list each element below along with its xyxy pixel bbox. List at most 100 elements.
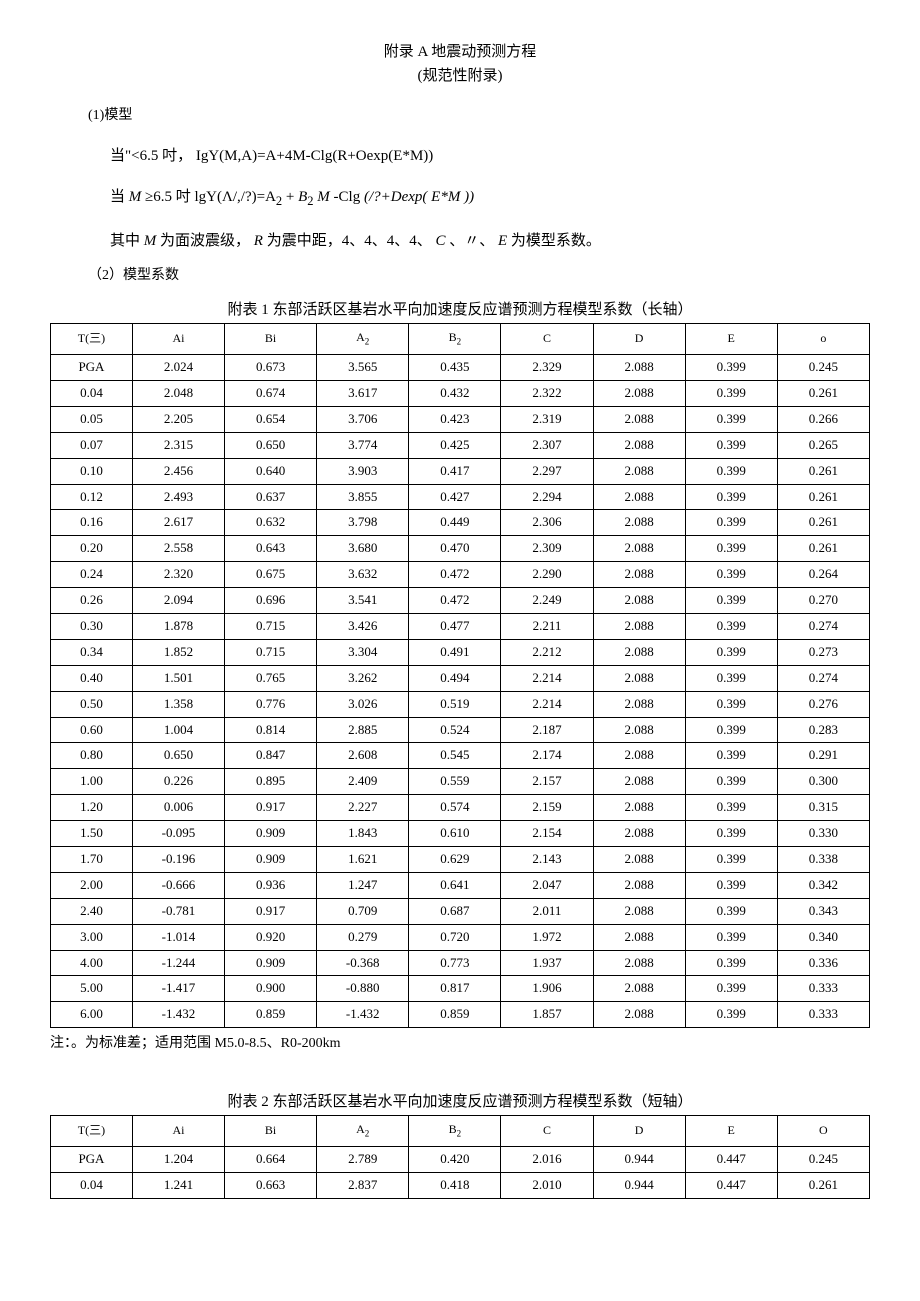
table-cell: 0.261 bbox=[777, 1173, 869, 1199]
table-cell: 2.088 bbox=[593, 536, 685, 562]
table-cell: 3.541 bbox=[317, 588, 409, 614]
table-cell: 3.903 bbox=[317, 458, 409, 484]
table-cell: 0.399 bbox=[685, 717, 777, 743]
desc-b: 为面波震级， bbox=[160, 233, 250, 249]
table-cell: 2.297 bbox=[501, 458, 593, 484]
table-cell: 2.212 bbox=[501, 639, 593, 665]
table-cell: 0.632 bbox=[225, 510, 317, 536]
table-cell: 0.338 bbox=[777, 847, 869, 873]
table-cell: 0.340 bbox=[777, 924, 869, 950]
desc-e: E bbox=[498, 233, 507, 249]
table-row: 0.242.3200.6753.6320.4722.2902.0880.3990… bbox=[51, 562, 870, 588]
desc-m: M bbox=[144, 233, 157, 249]
table-cell: 2.088 bbox=[593, 976, 685, 1002]
column-header: A2 bbox=[317, 324, 409, 355]
table-cell: 0.399 bbox=[685, 639, 777, 665]
table-cell: 0.640 bbox=[225, 458, 317, 484]
table-row: 0.202.5580.6433.6800.4702.3092.0880.3990… bbox=[51, 536, 870, 562]
table-row: 0.052.2050.6543.7060.4232.3192.0880.3990… bbox=[51, 406, 870, 432]
formula-2: 当 M ≥6.5 吋 lgY(Λ/,/?)=A2 + B2 M -Clg (/?… bbox=[110, 185, 870, 209]
table-cell: 0.283 bbox=[777, 717, 869, 743]
table-cell: 0.765 bbox=[225, 665, 317, 691]
column-header: B2 bbox=[409, 324, 501, 355]
table-cell: 0.399 bbox=[685, 665, 777, 691]
section-2-label: （2）模型系数 bbox=[88, 264, 870, 284]
table-cell: 0.300 bbox=[777, 769, 869, 795]
table-cell: 0.637 bbox=[225, 484, 317, 510]
formula-2-a: lgY(Λ/,/?)=A bbox=[195, 189, 276, 205]
table-cell: 0.336 bbox=[777, 950, 869, 976]
column-header: T(三) bbox=[51, 324, 133, 355]
table-row: 4.00-1.2440.909-0.3680.7731.9372.0880.39… bbox=[51, 950, 870, 976]
table-cell: 2.227 bbox=[317, 795, 409, 821]
table-cell: -0.368 bbox=[317, 950, 409, 976]
table-cell: -0.781 bbox=[132, 898, 224, 924]
table-cell: 0.24 bbox=[51, 562, 133, 588]
table-cell: 0.399 bbox=[685, 406, 777, 432]
model-description: 其中 M 为面波震级， R 为震中距，4、4、4、4、 C 、〃、 E 为模型系… bbox=[110, 229, 870, 250]
table2-body: PGA1.2040.6642.7890.4202.0160.9440.4470.… bbox=[51, 1147, 870, 1199]
table-cell: 1.50 bbox=[51, 821, 133, 847]
table-cell: 2.558 bbox=[132, 536, 224, 562]
column-header: Bi bbox=[225, 1116, 317, 1147]
table-cell: 2.088 bbox=[593, 458, 685, 484]
formula-2-c: -Clg bbox=[334, 189, 361, 205]
table-cell: 1.878 bbox=[132, 613, 224, 639]
table-cell: 0.494 bbox=[409, 665, 501, 691]
table-cell: 0.417 bbox=[409, 458, 501, 484]
table-cell: 2.40 bbox=[51, 898, 133, 924]
table-cell: 0.715 bbox=[225, 639, 317, 665]
table-cell: 0.20 bbox=[51, 536, 133, 562]
table-cell: 2.290 bbox=[501, 562, 593, 588]
table-cell: 2.319 bbox=[501, 406, 593, 432]
table-cell: 3.00 bbox=[51, 924, 133, 950]
table-cell: 2.885 bbox=[317, 717, 409, 743]
table-cell: 2.493 bbox=[132, 484, 224, 510]
table-cell: 0.399 bbox=[685, 613, 777, 639]
table-cell: 1.70 bbox=[51, 847, 133, 873]
desc-f: 为模型系数。 bbox=[511, 233, 601, 249]
table-cell: 2.088 bbox=[593, 432, 685, 458]
table-cell: 0.675 bbox=[225, 562, 317, 588]
table-cell: 0.817 bbox=[409, 976, 501, 1002]
table2-caption: 附表 2 东部活跃区基岩水平向加速度反应谱预测方程模型系数（短轴） bbox=[50, 1090, 870, 1111]
table-cell: 0.776 bbox=[225, 691, 317, 717]
table-cell: 0.519 bbox=[409, 691, 501, 717]
table-cell: 0.418 bbox=[409, 1173, 501, 1199]
table-cell: 2.214 bbox=[501, 691, 593, 717]
table-cell: 2.309 bbox=[501, 536, 593, 562]
table-cell: 0.399 bbox=[685, 432, 777, 458]
table-cell: 0.399 bbox=[685, 536, 777, 562]
table-cell: 0.315 bbox=[777, 795, 869, 821]
table-cell: 0.420 bbox=[409, 1147, 501, 1173]
table-cell: 2.187 bbox=[501, 717, 593, 743]
table-cell: 0.895 bbox=[225, 769, 317, 795]
table-cell: 2.088 bbox=[593, 717, 685, 743]
table-cell: 2.088 bbox=[593, 613, 685, 639]
table-cell: 0.330 bbox=[777, 821, 869, 847]
table-cell: 0.273 bbox=[777, 639, 869, 665]
formula-2-f: )) bbox=[464, 189, 474, 205]
formula-2-mm: M bbox=[317, 189, 330, 205]
table-cell: 0.491 bbox=[409, 639, 501, 665]
table-cell: 0.50 bbox=[51, 691, 133, 717]
table-row: 1.200.0060.9172.2270.5742.1592.0880.3990… bbox=[51, 795, 870, 821]
table-cell: 0.265 bbox=[777, 432, 869, 458]
table-cell: 3.426 bbox=[317, 613, 409, 639]
table1-head: T(三)AiBiA2B2CDEo bbox=[51, 324, 870, 355]
table-row: 5.00-1.4170.900-0.8800.8171.9062.0880.39… bbox=[51, 976, 870, 1002]
table-cell: 0.006 bbox=[132, 795, 224, 821]
table-cell: 1.358 bbox=[132, 691, 224, 717]
table-cell: 0.266 bbox=[777, 406, 869, 432]
formula-1: 当"<6.5 吋， IgY(M,A)=A+4M-Clg(R+Oexp(E*M)) bbox=[110, 144, 870, 165]
table-cell: 2.088 bbox=[593, 872, 685, 898]
table-row: 0.341.8520.7153.3040.4912.2122.0880.3990… bbox=[51, 639, 870, 665]
table-cell: 0.920 bbox=[225, 924, 317, 950]
table-cell: 0.261 bbox=[777, 380, 869, 406]
table-cell: 0.333 bbox=[777, 976, 869, 1002]
table-cell: 0.900 bbox=[225, 976, 317, 1002]
table-row: 1.50-0.0950.9091.8430.6102.1542.0880.399… bbox=[51, 821, 870, 847]
formula-2-b: + bbox=[286, 189, 294, 205]
table-cell: 0.720 bbox=[409, 924, 501, 950]
table-cell: 2.157 bbox=[501, 769, 593, 795]
